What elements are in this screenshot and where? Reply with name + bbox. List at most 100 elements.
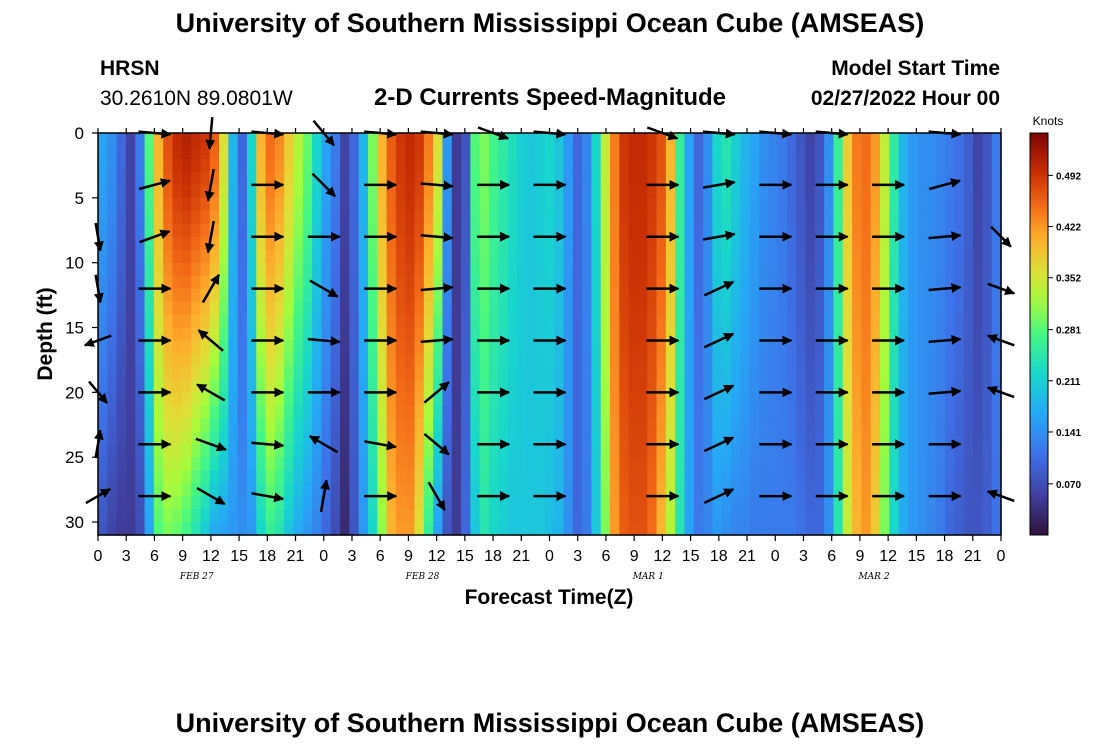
- heatmap-cell: [526, 509, 537, 523]
- heatmap-cell: [805, 431, 816, 445]
- heatmap-cell: [852, 262, 862, 277]
- heatmap-cell: [684, 223, 695, 238]
- heatmap-cell: [768, 470, 779, 484]
- heatmap-cell: [945, 262, 956, 277]
- heatmap-cell: [870, 431, 881, 445]
- heatmap-cell: [852, 353, 862, 368]
- heatmap-cell: [610, 340, 620, 355]
- heatmap-cell: [284, 145, 295, 160]
- heatmap-cell: [200, 171, 211, 186]
- heatmap-cell: [107, 353, 118, 368]
- heatmap-cell: [712, 171, 723, 186]
- heatmap-cell: [433, 184, 444, 199]
- heatmap-cell: [284, 171, 295, 186]
- heatmap-cell: [228, 288, 239, 303]
- heatmap-cell: [879, 236, 890, 251]
- heatmap-cell: [656, 522, 667, 536]
- heatmap-cell: [451, 405, 462, 419]
- heatmap-cell: [461, 288, 471, 303]
- heatmap-cell: [274, 249, 285, 264]
- heatmap-cell: [665, 210, 676, 225]
- heatmap-cell: [116, 353, 127, 368]
- heatmap-cell: [312, 509, 323, 523]
- heatmap-cell: [200, 223, 211, 238]
- heatmap-cell: [144, 418, 155, 432]
- heatmap-cell: [917, 262, 928, 277]
- heatmap-cell: [125, 210, 136, 225]
- heatmap-cell: [516, 392, 527, 406]
- heatmap-cell: [330, 249, 341, 264]
- heatmap-cell: [647, 171, 658, 186]
- heatmap-cell: [963, 145, 974, 160]
- heatmap-cell: [181, 379, 192, 393]
- heatmap-cell: [228, 249, 239, 264]
- heatmap-cell: [340, 431, 350, 445]
- heatmap-cell: [144, 483, 155, 497]
- heatmap-cell: [879, 249, 890, 264]
- heatmap-cell: [563, 171, 574, 186]
- heatmap-cell: [228, 496, 239, 510]
- x-tick-label: 9: [630, 548, 639, 565]
- heatmap-cell: [246, 288, 257, 303]
- heatmap-cell: [982, 327, 993, 342]
- heatmap-cell: [991, 262, 1002, 277]
- heatmap-cell: [712, 366, 723, 380]
- heatmap-cell: [135, 418, 146, 432]
- heatmap-cell: [479, 431, 490, 445]
- heatmap-cell: [768, 431, 779, 445]
- heatmap-cell: [498, 379, 509, 393]
- heatmap-cell: [675, 340, 686, 355]
- heatmap-cell: [488, 405, 499, 419]
- heatmap-cell: [200, 353, 211, 368]
- heatmap-cell: [228, 314, 239, 329]
- heatmap-cell: [656, 483, 667, 497]
- heatmap-cell: [470, 223, 481, 238]
- heatmap-cell: [451, 275, 462, 290]
- heatmap-cell: [824, 366, 835, 380]
- heatmap-cell: [228, 262, 239, 277]
- heatmap-cell: [125, 431, 136, 445]
- heatmap-cell: [824, 288, 835, 303]
- heatmap-cell: [144, 184, 155, 199]
- heatmap-cell: [191, 314, 201, 329]
- heatmap-cell: [861, 262, 872, 277]
- heatmap-cell: [442, 262, 453, 277]
- heatmap-cell: [246, 197, 257, 212]
- heatmap-cell: [386, 496, 397, 510]
- heatmap-cell: [181, 366, 192, 380]
- heatmap-cell: [535, 522, 546, 536]
- heatmap-cell: [265, 405, 276, 419]
- heatmap-cell: [209, 457, 220, 471]
- heatmap-cell: [610, 275, 620, 290]
- heatmap-cell: [442, 171, 453, 186]
- heatmap-cell: [619, 327, 630, 342]
- heatmap-cell: [461, 158, 471, 173]
- heatmap-cell: [600, 171, 611, 186]
- heatmap-cell: [340, 327, 350, 342]
- heatmap-cell: [395, 405, 406, 419]
- heatmap-cell: [405, 392, 416, 406]
- heatmap-cell: [982, 379, 993, 393]
- heatmap-cell: [842, 275, 853, 290]
- heatmap-cell: [340, 197, 350, 212]
- heatmap-cell: [554, 522, 565, 536]
- heatmap-cell: [153, 418, 164, 432]
- heatmap-cell: [768, 262, 779, 277]
- heatmap-cell: [516, 496, 527, 510]
- heatmap-cell: [265, 171, 276, 186]
- current-vector-arrow: [703, 332, 735, 349]
- heatmap-cell: [172, 496, 183, 510]
- heatmap-cell: [842, 379, 853, 393]
- heatmap-cell: [377, 392, 388, 406]
- heatmap-cell: [256, 509, 267, 523]
- heatmap-cell: [470, 262, 481, 277]
- heatmap-cell: [963, 431, 974, 445]
- heatmap-cell: [582, 392, 592, 406]
- heatmap-cell: [163, 353, 174, 368]
- x-tick-label: 6: [376, 548, 385, 565]
- heatmap-cell: [852, 340, 862, 355]
- heatmap-cell: [563, 314, 574, 329]
- heatmap-cell: [312, 405, 323, 419]
- heatmap-cell: [833, 353, 844, 368]
- heatmap-cell: [488, 197, 499, 212]
